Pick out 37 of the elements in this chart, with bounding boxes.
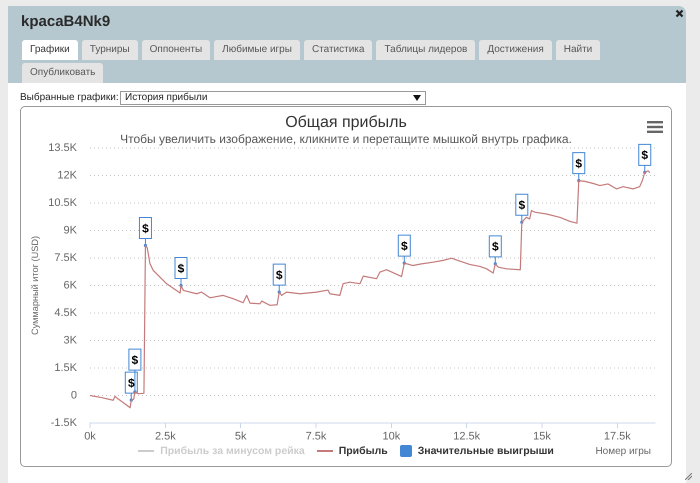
- x-axis-title: Номер игры: [595, 446, 651, 457]
- legend-label: Значительные выигрыши: [418, 445, 554, 457]
- text: Выбранные графики:: [20, 91, 119, 104]
- data-label: $: [142, 221, 150, 236]
- x-tick-label: 7.5k: [306, 430, 327, 443]
- data-label: $: [400, 238, 408, 253]
- y-axis-title: Суммарный итог (USD): [30, 236, 40, 336]
- legend-label: Прибыль: [338, 445, 388, 457]
- y-tick-label: 6K: [64, 280, 78, 292]
- x-tick-label: 12.5k: [453, 430, 481, 443]
- data-label: $: [132, 352, 139, 367]
- data-label: $: [641, 148, 648, 162]
- x-tick-label: 10k: [382, 430, 401, 443]
- x-tick-label: 0k: [84, 430, 96, 443]
- chart-title: Общая прибыль: [285, 114, 407, 131]
- y-tick-label: 3K: [64, 334, 78, 347]
- data-label: $: [575, 156, 582, 170]
- data-label: $: [492, 240, 499, 254]
- x-tick-label: 2.5k: [154, 430, 176, 443]
- data-label: $: [276, 268, 283, 282]
- text: kpacaB4Nk9: [21, 13, 110, 30]
- data-label: $: [178, 261, 185, 276]
- y-tick-label: 7.5K: [54, 252, 78, 264]
- data-label: $: [518, 198, 526, 212]
- y-tick-label: 1.5K: [54, 362, 78, 374]
- y-tick-label: 0: [70, 390, 77, 402]
- y-tick-label: 10.5K: [48, 197, 78, 210]
- chart-subtitle: Чтобы увеличить изображение, кликните и перетащите мышкой внутрь графика.: [120, 132, 572, 146]
- y-tick-label: 4.5K: [54, 307, 78, 320]
- y-tick-label: -1.5K: [50, 417, 78, 430]
- x-tick-label: 17.5k: [604, 430, 632, 443]
- y-tick-label: 13.5K: [48, 142, 78, 154]
- x-tick-label: 5k: [234, 430, 247, 443]
- x-tick-label: 15k: [533, 430, 552, 443]
- data-label: $: [128, 376, 135, 390]
- y-tick-label: 9K: [64, 224, 78, 237]
- y-tick-label: 12K: [57, 170, 78, 182]
